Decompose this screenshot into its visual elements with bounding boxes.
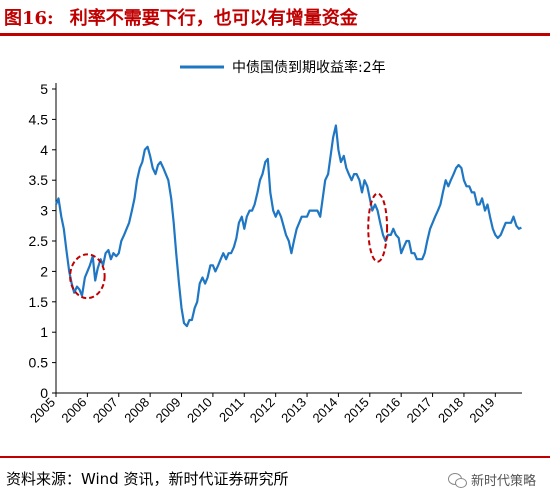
watermark-text: 新时代策略	[470, 474, 536, 489]
x-tick-label: 2018	[435, 395, 466, 426]
y-tick-label: 1.5	[29, 294, 49, 310]
x-tick-label: 2010	[184, 395, 215, 426]
x-tick-label: 2006	[58, 395, 89, 426]
x-tick-label: 2008	[121, 395, 152, 426]
x-tick-label: 2011	[216, 395, 246, 425]
y-tick-label: 4.5	[29, 111, 49, 127]
x-tick-label: 2014	[309, 395, 340, 426]
watermark: 新时代策略	[447, 470, 536, 489]
y-axis: 0 0.5 1 1.5 2 2.5 3 3.5 4 4.5 5	[29, 81, 57, 401]
x-tick-label: 2009	[153, 395, 184, 426]
figure-title-bar: 图16: 利率不需要下行，也可以有增量资金	[0, 0, 550, 36]
y-tick-label: 3	[40, 203, 48, 219]
y-tick-label: 2	[40, 263, 48, 279]
figure-title: 图16: 利率不需要下行，也可以有增量资金	[4, 4, 358, 30]
x-tick-label: 2017	[404, 395, 435, 426]
y-tick-label: 1	[40, 324, 48, 340]
y-tick-label: 2.5	[29, 233, 49, 249]
figure-label: 图16:	[4, 8, 54, 29]
x-axis: 2005 2006 2007 2008 2009 2010 2011 2012 2013 2014…	[27, 392, 522, 426]
figure-main-title: 利率不需要下行，也可以有增量资金	[69, 8, 358, 29]
x-tick-label: 2012	[247, 395, 278, 426]
x-tick-label: 2015	[341, 395, 372, 426]
series-line	[54, 124, 522, 328]
plot-area	[54, 124, 522, 328]
footer-divider	[0, 456, 550, 458]
x-tick-label: 2013	[278, 395, 309, 426]
highlight-circle-2015-low	[367, 192, 389, 263]
x-tick-label: 2019	[466, 395, 497, 426]
x-tick-label: 2016	[372, 395, 403, 426]
y-tick-label: 4	[40, 142, 48, 158]
x-tick-label: 2007	[90, 395, 121, 426]
y-tick-label: 0.5	[29, 355, 49, 371]
source-note: 资料来源：Wind 资讯，新时代证券研究所	[6, 470, 289, 488]
chart-legend: 中债国债到期收益率:2年	[180, 59, 386, 76]
y-tick-label: 0	[40, 385, 48, 401]
legend-label: 中债国债到期收益率:2年	[232, 59, 386, 76]
yield-line-chart: 中债国债到期收益率:2年 00.511.522.533.544.55 2005 2…	[27, 59, 522, 426]
x-tick-label: 2005	[27, 395, 58, 426]
highlight-circle-2006-low	[69, 253, 106, 300]
wechat-icon	[447, 472, 467, 488]
y-tick-label: 3.5	[29, 172, 49, 188]
y-tick-label: 5	[40, 81, 48, 97]
